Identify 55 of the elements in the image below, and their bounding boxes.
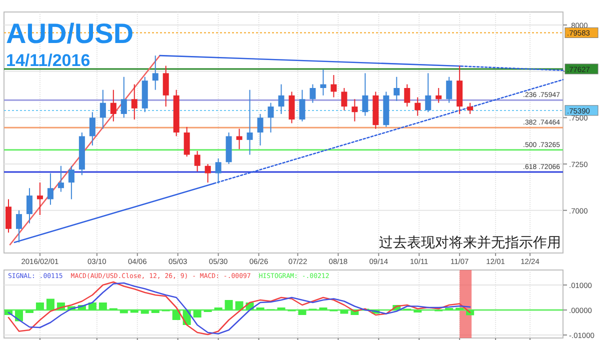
candlestick bbox=[26, 188, 32, 224]
bar bbox=[140, 310, 149, 314]
candlestick bbox=[100, 89, 106, 130]
candlestick bbox=[299, 89, 306, 122]
candlestick bbox=[58, 165, 64, 192]
bar bbox=[235, 301, 244, 310]
bar bbox=[25, 310, 34, 313]
chart-title: AUD/USD bbox=[6, 18, 134, 49]
text: 14/11/2016 bbox=[6, 51, 90, 70]
candlestick bbox=[310, 84, 316, 104]
candlestick bbox=[341, 88, 348, 111]
candlestick bbox=[36, 182, 43, 216]
candlestick bbox=[204, 164, 211, 184]
candlestick bbox=[362, 72, 368, 116]
candlestick bbox=[268, 102, 274, 133]
candlestick bbox=[352, 98, 358, 122]
bar bbox=[88, 302, 96, 310]
bar bbox=[98, 302, 107, 310]
candlestick bbox=[131, 84, 138, 120]
candlestick bbox=[257, 113, 264, 146]
candlestick bbox=[16, 210, 22, 243]
candlestick bbox=[215, 158, 222, 184]
candlestick bbox=[162, 65, 169, 108]
candlestick bbox=[446, 76, 452, 104]
candlestick bbox=[330, 74, 337, 98]
candlestick bbox=[467, 102, 474, 114]
candlestick bbox=[110, 89, 116, 122]
candlestick bbox=[414, 96, 421, 116]
bar bbox=[172, 310, 180, 320]
bar bbox=[298, 310, 306, 315]
candlestick bbox=[404, 84, 410, 108]
candlestick bbox=[436, 88, 442, 104]
candlestick bbox=[246, 89, 253, 156]
bar bbox=[130, 310, 138, 313]
candlestick bbox=[68, 165, 74, 200]
candlestick bbox=[152, 55, 158, 90]
bar bbox=[224, 300, 233, 310]
bar bbox=[46, 298, 54, 310]
candlestick bbox=[184, 126, 190, 158]
bar bbox=[193, 310, 202, 318]
candlestick bbox=[236, 128, 242, 150]
bar bbox=[36, 302, 44, 310]
candlestick bbox=[120, 76, 127, 118]
bar bbox=[340, 310, 348, 314]
candlestick bbox=[194, 150, 200, 172]
annotation: 过去表现对将来并无指示作用 bbox=[379, 234, 561, 250]
candlestick bbox=[47, 172, 54, 206]
candlestick bbox=[394, 76, 400, 102]
candlestick bbox=[320, 68, 326, 96]
bar bbox=[120, 310, 128, 314]
candlestick bbox=[5, 198, 12, 234]
candlestick bbox=[278, 84, 284, 114]
candlestick bbox=[89, 112, 96, 146]
candlestick bbox=[425, 72, 432, 113]
bar bbox=[151, 310, 160, 313]
